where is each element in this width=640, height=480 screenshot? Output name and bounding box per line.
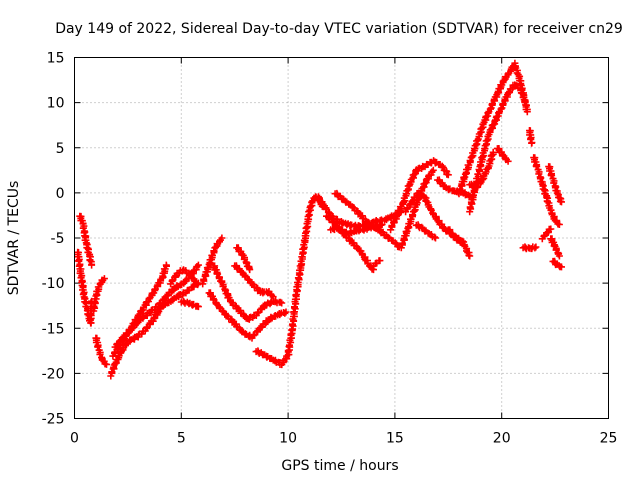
data-point-markers xyxy=(466,81,529,216)
series-track-ak xyxy=(549,257,565,271)
data-point-markers xyxy=(370,257,384,270)
series-track-af xyxy=(530,154,563,228)
series-track-x xyxy=(412,221,439,242)
data-point-markers xyxy=(205,289,290,342)
series-track-i xyxy=(177,297,202,311)
series-track-n xyxy=(233,244,254,274)
series-track-e xyxy=(107,279,202,380)
y-tick-label: 15 xyxy=(47,51,65,67)
data-point-markers xyxy=(92,334,110,368)
data-point-markers xyxy=(526,127,536,147)
data-point-markers xyxy=(493,145,512,165)
data-point-markers xyxy=(107,279,202,380)
data-point-markers xyxy=(402,189,474,260)
plot-frame xyxy=(74,57,609,419)
data-point-markers xyxy=(444,226,465,246)
series-track-o xyxy=(252,193,326,369)
y-tick-label: 10 xyxy=(47,96,65,112)
chart-title: Day 149 of 2022, Sidereal Day-to-day VTE… xyxy=(55,21,623,37)
data-point-markers xyxy=(412,221,439,242)
data-point-markers xyxy=(549,257,565,271)
data-point-markers xyxy=(519,243,540,253)
y-tick-labels: -25 -20 -15 -10 -5 0 5 10 15 xyxy=(42,51,65,428)
data-point-markers xyxy=(530,154,563,228)
y-tick-label: 5 xyxy=(56,141,65,157)
y-tick-label: -5 xyxy=(51,231,65,247)
series-track-y xyxy=(434,176,476,201)
x-tick-label: 10 xyxy=(279,431,297,447)
data-point-markers xyxy=(76,212,96,269)
y-tick-label: -20 xyxy=(42,366,65,382)
series-track-ab xyxy=(466,81,529,216)
series-track-ag xyxy=(538,225,555,243)
series-track-ac xyxy=(466,148,497,192)
data-point-markers xyxy=(547,235,563,260)
x-axis-label: GPS time / hours xyxy=(281,458,398,474)
series-track-k xyxy=(205,289,290,342)
series-track-z xyxy=(444,226,465,246)
x-tick-label: 20 xyxy=(493,431,511,447)
series-track-t xyxy=(370,257,384,270)
series-track-ah xyxy=(545,163,565,206)
data-point-markers xyxy=(233,244,254,274)
series-track-m xyxy=(231,262,277,301)
series-track-w xyxy=(402,189,474,260)
series-track-s xyxy=(331,189,403,251)
data-point-markers xyxy=(252,193,326,369)
x-tick-labels: 0 5 10 15 20 25 xyxy=(70,431,617,447)
data-point-markers xyxy=(90,275,108,315)
y-tick-label: 0 xyxy=(56,186,65,202)
data-point-markers xyxy=(167,266,200,288)
data-point-markers xyxy=(231,262,277,301)
data-point-markers xyxy=(177,297,202,311)
data-points xyxy=(74,59,565,380)
series-track-j xyxy=(199,234,226,288)
series-track-d xyxy=(92,334,110,368)
data-point-markers xyxy=(199,234,226,288)
data-point-markers xyxy=(387,157,452,234)
y-axis-label: SDTVAR / TECUs xyxy=(6,181,22,296)
data-point-markers xyxy=(434,176,476,201)
series-track-ae xyxy=(526,127,536,147)
series-track-h xyxy=(167,266,200,288)
data-point-markers xyxy=(209,262,286,323)
series-track-aj xyxy=(519,243,540,253)
data-point-markers xyxy=(466,148,497,192)
y-tick-label: -15 xyxy=(42,321,65,337)
y-tick-label: -25 xyxy=(42,412,65,428)
series-track-ad xyxy=(493,145,512,165)
series-track-l xyxy=(209,262,286,323)
series-track-b xyxy=(76,212,96,269)
series-track-c xyxy=(90,275,108,315)
x-tick-label: 0 xyxy=(70,431,79,447)
series-track-ai xyxy=(547,235,563,260)
data-point-markers xyxy=(331,189,403,251)
x-tick-label: 5 xyxy=(177,431,186,447)
data-point-markers xyxy=(545,163,565,206)
series-track-u xyxy=(387,157,452,234)
x-tick-label: 25 xyxy=(600,431,618,447)
y-tick-label: -10 xyxy=(42,276,65,292)
data-point-markers xyxy=(538,225,555,243)
x-tick-label: 15 xyxy=(386,431,404,447)
